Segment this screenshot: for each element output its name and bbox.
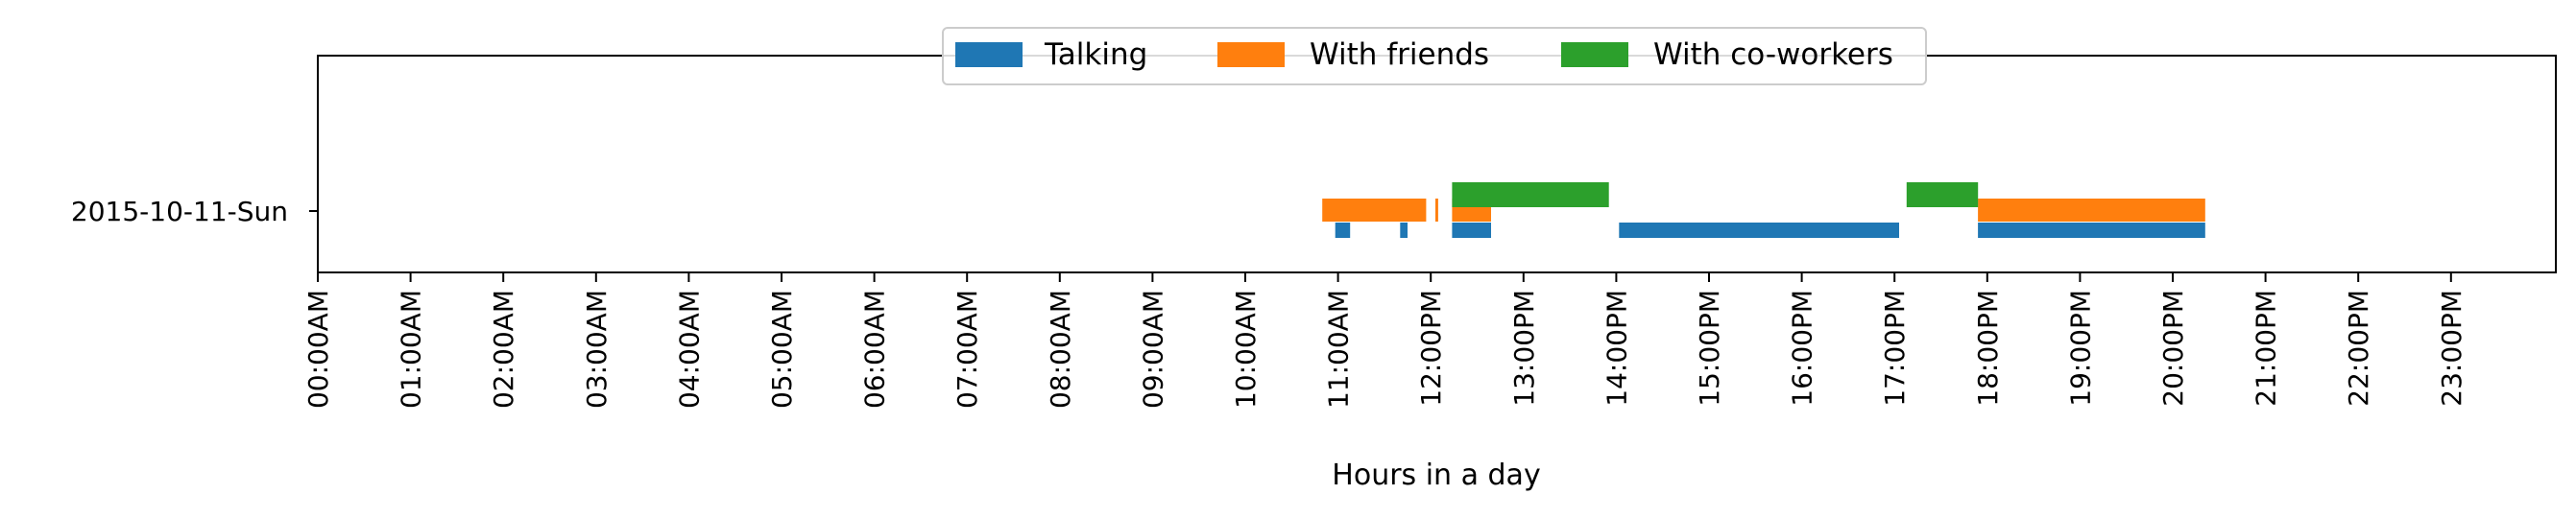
- bar-with-co-workers: [1452, 182, 1609, 207]
- x-tick-label: 14:00PM: [1601, 290, 1632, 407]
- x-tick-label: 18:00PM: [1972, 290, 2004, 407]
- x-tick-label: 19:00PM: [2064, 290, 2096, 407]
- x-tick-label: 13:00PM: [1508, 290, 1540, 407]
- x-tick-label: 02:00AM: [488, 290, 519, 409]
- legend-label-with-friends: With friends: [1310, 37, 1489, 72]
- x-tick-label: 05:00AM: [766, 290, 798, 409]
- bar-with-friends: [1435, 199, 1438, 222]
- bar-talking: [1978, 223, 2205, 238]
- legend-swatch-with-friends: [1217, 42, 1285, 67]
- plot-frame: [317, 55, 2557, 273]
- x-tick-label: 15:00PM: [1694, 290, 1725, 407]
- x-tick-label: 22:00PM: [2343, 290, 2374, 407]
- x-tick-label: 07:00AM: [951, 290, 983, 409]
- bar-with-friends: [1978, 199, 2205, 222]
- y-tick-label: 2015-10-11-Sun: [71, 196, 288, 227]
- bar-with-co-workers: [1906, 182, 1979, 207]
- y-axis: 2015-10-11-Sun: [71, 196, 318, 227]
- legend: Talking With friends With co-workers: [942, 27, 1927, 85]
- bar-talking: [1452, 223, 1491, 238]
- x-tick-label: 21:00PM: [2251, 290, 2282, 407]
- x-tick-label: 03:00AM: [581, 290, 613, 409]
- x-axis-ticks: 00:00AM 01:00AM 02:00AM 03:00AM 04:00AM 05:00…: [302, 272, 2468, 409]
- legend-label-with-co-workers: With co-workers: [1653, 37, 1893, 72]
- legend-swatch-talking: [955, 42, 1023, 67]
- bars-layer: [1322, 182, 2205, 238]
- legend-label-talking: Talking: [1044, 37, 1147, 72]
- legend-frame: [942, 27, 1927, 85]
- x-tick-label: 09:00AM: [1137, 290, 1168, 409]
- legend-swatch-with-co-workers: [1561, 42, 1628, 67]
- x-tick-label: 04:00AM: [673, 290, 705, 409]
- x-tick-label: 10:00AM: [1230, 290, 1262, 409]
- bar-talking: [1619, 223, 1899, 238]
- bar-talking: [1400, 223, 1408, 238]
- x-tick-label: 11:00AM: [1323, 290, 1355, 409]
- x-tick-label: 20:00PM: [2157, 290, 2189, 407]
- x-tick-label: 00:00AM: [302, 290, 334, 409]
- x-tick-label: 23:00PM: [2436, 290, 2468, 407]
- bar-talking: [1335, 223, 1351, 238]
- x-tick-label: 16:00PM: [1787, 290, 1818, 407]
- x-tick-label: 12:00PM: [1415, 290, 1447, 407]
- x-tick-label: 08:00AM: [1045, 290, 1076, 409]
- x-tick-label: 17:00PM: [1879, 290, 1911, 407]
- x-tick-label: 01:00AM: [396, 290, 427, 409]
- x-tick-label: 06:00AM: [859, 290, 891, 409]
- bar-with-friends: [1322, 199, 1427, 222]
- x-axis-title: Hours in a day: [1332, 459, 1540, 492]
